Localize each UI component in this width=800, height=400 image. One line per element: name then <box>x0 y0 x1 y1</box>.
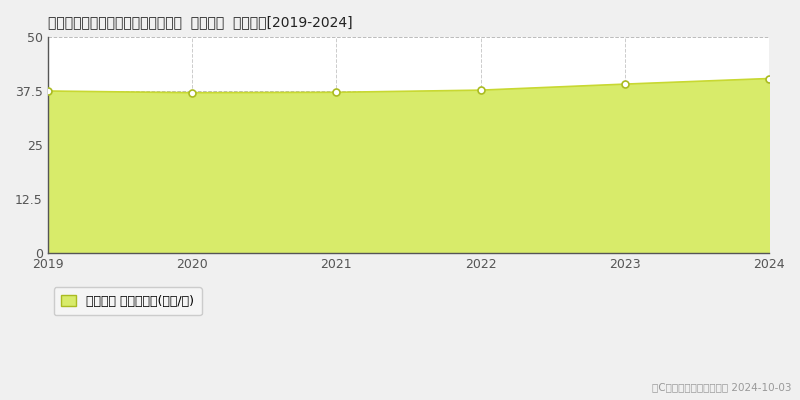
Text: （C）土地価格ドットコム 2024-10-03: （C）土地価格ドットコム 2024-10-03 <box>653 382 792 392</box>
Text: 大阪府堺市堺区南清水町１丁２９番  基準地価  地価推移[2019-2024]: 大阪府堺市堺区南清水町１丁２９番 基準地価 地価推移[2019-2024] <box>48 15 352 29</box>
Legend: 基準地価 平均坪単価(万円/坪): 基準地価 平均坪単価(万円/坪) <box>54 288 202 316</box>
